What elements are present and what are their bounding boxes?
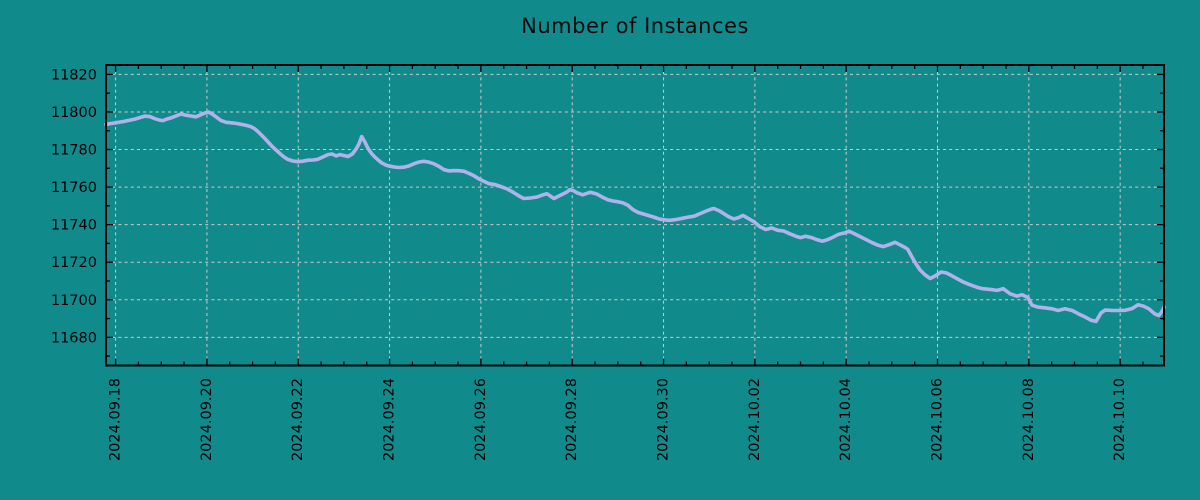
y-tick-label: 11780 xyxy=(51,143,97,159)
y-tick-label: 11680 xyxy=(51,330,97,346)
y-tick-label: 11820 xyxy=(51,67,97,83)
y-tick-label: 11700 xyxy=(51,293,97,309)
y-tick-label: 11800 xyxy=(51,105,97,121)
x-tick-label: 2024.09.26 xyxy=(473,378,489,461)
y-tick-label: 11740 xyxy=(51,218,97,234)
x-tick-label: 2024.10.02 xyxy=(747,378,763,461)
x-tick-label: 2024.10.06 xyxy=(930,378,946,461)
x-tick-label: 2024.10.10 xyxy=(1112,378,1128,461)
x-tick-label: 2024.09.20 xyxy=(199,378,215,461)
x-tick-label: 2024.10.08 xyxy=(1021,378,1037,461)
x-tick-label: 2024.09.22 xyxy=(290,378,306,461)
plot-border xyxy=(105,64,1165,367)
x-tick-label: 2024.10.04 xyxy=(838,378,854,461)
y-tick-label: 11720 xyxy=(51,255,97,271)
chart-title: Number of Instances xyxy=(521,14,749,38)
y-tick-label: 11760 xyxy=(51,180,97,196)
x-tick-label: 2024.09.18 xyxy=(108,378,124,461)
data-series-line xyxy=(104,110,1166,324)
x-tick-label: 2024.09.30 xyxy=(656,378,672,461)
x-tick-label: 2024.09.28 xyxy=(564,378,580,461)
x-tick-label: 2024.09.24 xyxy=(382,378,398,461)
